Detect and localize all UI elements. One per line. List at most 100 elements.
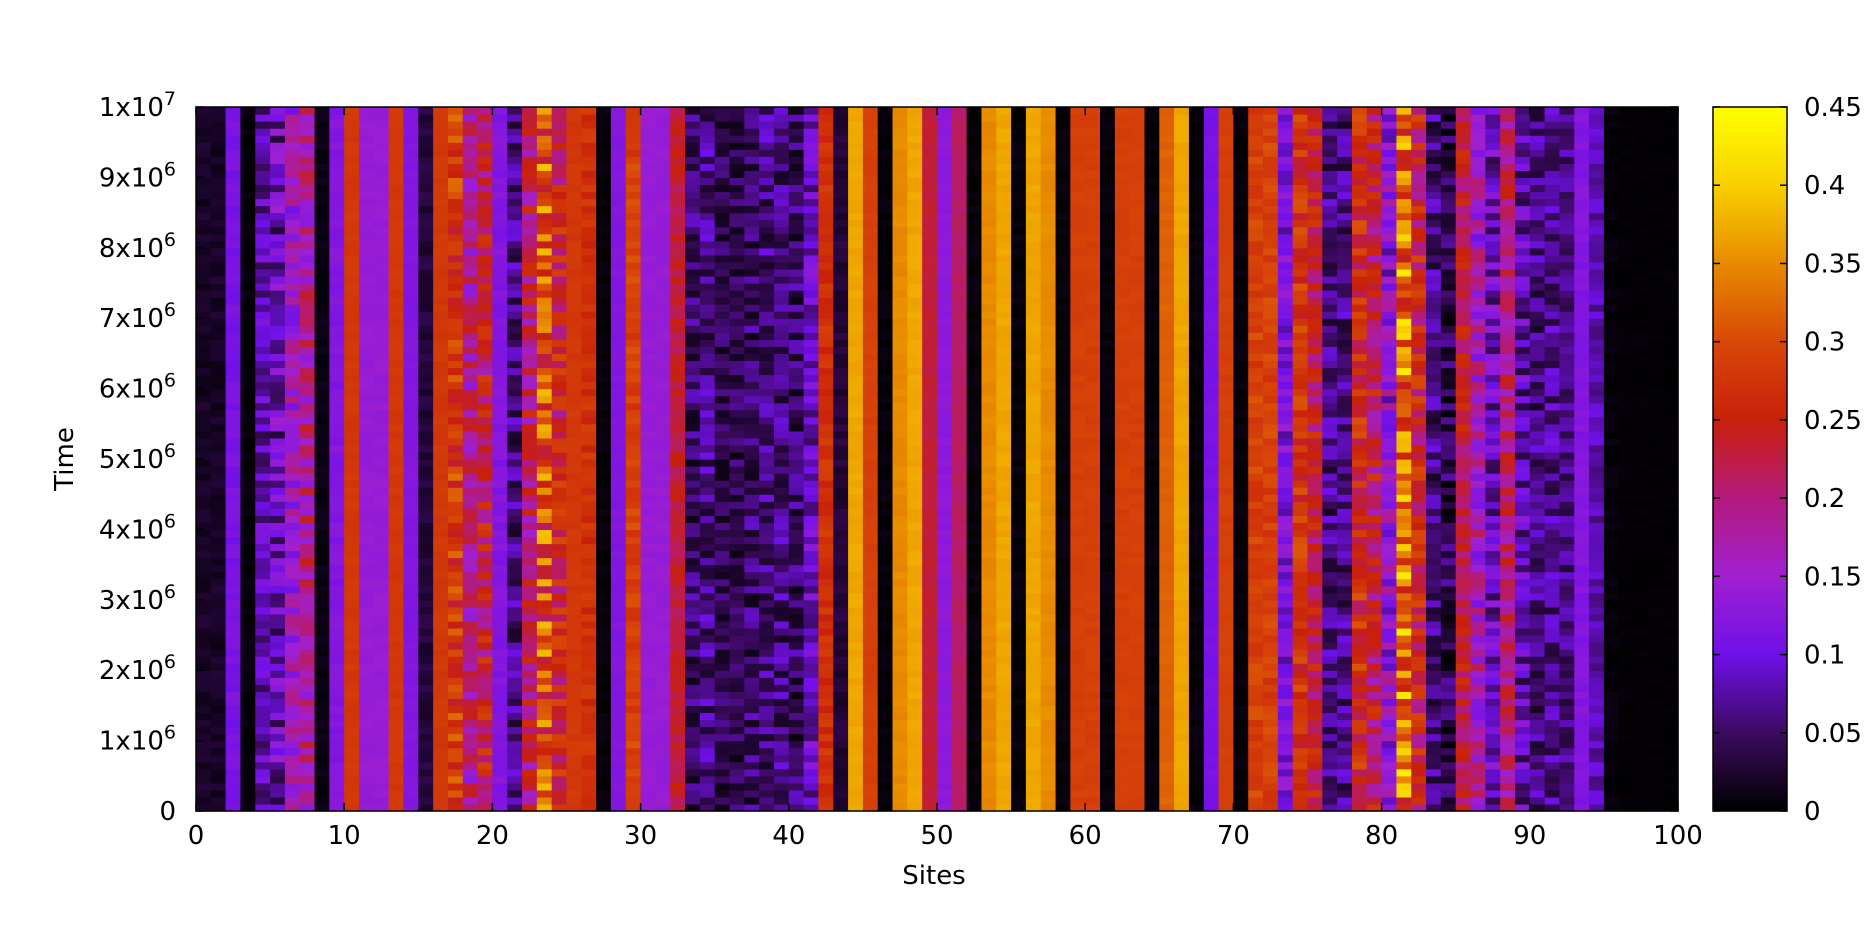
- heatmap-cell: [492, 135, 508, 143]
- heatmap-cell: [210, 754, 227, 763]
- heatmap-cell: [551, 212, 568, 221]
- heatmap-cell: [655, 212, 671, 221]
- heatmap-cell: [625, 444, 642, 453]
- heatmap-cell: [359, 473, 375, 481]
- heatmap-cell: [581, 684, 597, 692]
- heatmap-cell: [566, 480, 582, 488]
- heatmap-cell: [492, 796, 508, 805]
- heatmap-cell: [566, 698, 582, 706]
- heatmap-cell: [729, 353, 745, 362]
- heatmap-cell: [196, 663, 212, 671]
- heatmap-cell: [373, 121, 390, 129]
- heatmap-cell: [522, 430, 538, 439]
- heatmap-cell: [699, 803, 716, 812]
- heatmap-cell: [655, 698, 671, 706]
- heatmap-cell: [240, 803, 256, 812]
- heatmap-cell: [299, 205, 316, 214]
- heatmap-cell: [403, 466, 419, 474]
- heatmap-cell: [536, 606, 553, 615]
- heatmap-cell: [892, 803, 908, 812]
- heatmap-cell: [699, 613, 716, 622]
- heatmap-cell: [670, 135, 686, 143]
- heatmap-cell: [744, 529, 760, 538]
- heatmap-cell: [344, 592, 360, 601]
- heatmap-cell: [477, 121, 493, 129]
- heatmap-cell: [462, 536, 479, 545]
- heatmap-cell: [892, 437, 908, 446]
- heatmap-cell: [477, 466, 493, 474]
- heatmap-cell: [329, 114, 345, 122]
- heatmap-cell: [418, 515, 434, 523]
- heatmap-cell: [196, 684, 212, 692]
- heatmap-cell: [284, 522, 301, 530]
- heatmap-cell: [803, 677, 820, 685]
- heatmap-cell: [788, 494, 805, 502]
- heatmap-cell: [359, 423, 375, 432]
- heatmap-cell: [744, 585, 760, 594]
- heatmap-cell: [699, 304, 716, 312]
- heatmap-cell: [907, 149, 923, 157]
- heatmap-cell: [359, 501, 375, 509]
- heatmap-cell: [729, 578, 745, 587]
- heatmap-cell: [270, 712, 286, 721]
- heatmap-cell: [892, 684, 908, 692]
- heatmap-cell: [344, 325, 360, 333]
- heatmap-cell: [284, 247, 301, 256]
- heatmap-cell: [270, 649, 286, 657]
- heatmap-cell: [610, 409, 627, 418]
- heatmap-cell: [359, 508, 375, 516]
- heatmap-cell: [299, 360, 316, 369]
- heatmap-cell: [670, 184, 686, 193]
- heatmap-cell: [862, 198, 879, 207]
- heatmap-cell: [907, 649, 923, 657]
- heatmap-cell: [492, 247, 508, 256]
- heatmap-cell: [359, 247, 375, 256]
- heatmap-cell: [699, 796, 716, 805]
- heatmap-cell: [314, 543, 330, 552]
- heatmap-cell: [433, 219, 449, 228]
- heatmap-cell: [699, 261, 716, 270]
- heatmap-cell: [699, 635, 716, 643]
- heatmap-cell: [329, 304, 345, 312]
- heatmap-cell: [284, 719, 301, 728]
- heatmap-cell: [522, 149, 538, 157]
- heatmap-cell: [655, 649, 671, 657]
- heatmap-cell: [210, 142, 227, 150]
- heatmap-cell: [536, 585, 553, 594]
- heatmap-cell: [388, 297, 405, 305]
- heatmap-cell: [270, 684, 286, 692]
- heatmap-cell: [877, 163, 894, 171]
- heatmap-cell: [388, 796, 405, 805]
- heatmap-cell: [196, 627, 212, 636]
- heatmap-cell: [744, 170, 760, 178]
- heatmap-cell: [744, 642, 760, 650]
- heatmap-cell: [773, 803, 790, 812]
- heatmap-cell: [685, 585, 701, 594]
- heatmap-cell: [284, 430, 301, 439]
- heatmap-cell: [403, 494, 419, 502]
- heatmap-cell: [225, 796, 242, 805]
- heatmap-cell: [388, 381, 405, 390]
- heatmap-cell: [492, 212, 508, 221]
- heatmap-cell: [299, 240, 316, 249]
- heatmap-cell: [196, 226, 212, 235]
- heatmap-cell: [714, 663, 731, 671]
- heatmap-cell: [418, 198, 434, 207]
- heatmap-cell: [284, 761, 301, 770]
- heatmap-cell: [522, 318, 538, 326]
- heatmap-cell: [848, 578, 864, 587]
- heatmap-cell: [329, 198, 345, 207]
- heatmap-cell: [818, 254, 834, 263]
- heatmap-cell: [596, 163, 612, 171]
- heatmap-cell: [833, 191, 849, 200]
- heatmap-cell: [803, 670, 820, 678]
- heatmap-cell: [225, 649, 242, 657]
- heatmap-cell: [433, 740, 449, 749]
- heatmap-cell: [818, 311, 834, 319]
- heatmap-cell: [833, 423, 849, 432]
- heatmap-cell: [284, 381, 301, 390]
- heatmap-cell: [818, 212, 834, 221]
- heatmap-cell: [788, 515, 805, 523]
- heatmap-cell: [240, 670, 256, 678]
- heatmap-cell: [744, 782, 760, 791]
